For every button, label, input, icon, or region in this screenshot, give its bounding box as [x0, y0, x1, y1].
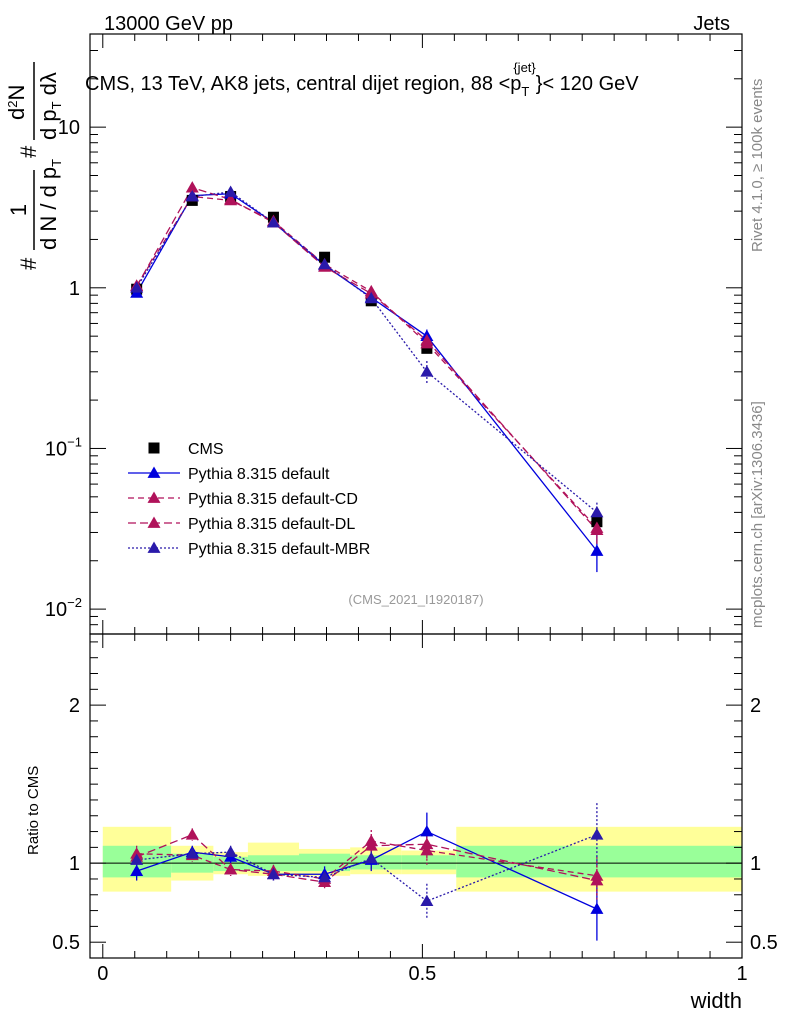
- ratio-point-dl: [420, 837, 434, 850]
- ratio-y-tick-label-right: 0.5: [750, 932, 778, 954]
- ratio-y-tick-label: 1: [69, 853, 80, 875]
- main-point-dl: [420, 333, 434, 346]
- main-line-dl: [136, 186, 598, 531]
- main-point-data: [319, 251, 331, 263]
- ratio-ylabel: Ratio to CMS: [25, 766, 42, 855]
- main-point-mbr: [420, 365, 434, 377]
- ratio-point-mbr: [185, 847, 199, 859]
- main-panel-content: [130, 181, 604, 573]
- y-tick-label: 10−1: [45, 434, 82, 460]
- ratio-y-tick-label-right: 2: [750, 695, 761, 717]
- header-left: 13000 GeV pp: [104, 13, 233, 35]
- ratio-y-tick-label-right: 1: [750, 853, 761, 875]
- legend-marker-data: [148, 442, 160, 454]
- y-tick-label: 10: [58, 117, 80, 139]
- ylabel-hash1: #: [16, 257, 41, 270]
- ratio-point-mbr: [266, 867, 280, 880]
- main-point-mbr: [364, 291, 378, 304]
- plot-title-main: CMS, 13 TeV, AK8 jets, central dijet reg…: [85, 73, 521, 95]
- plot-title-sup: {jet}: [513, 60, 536, 75]
- ratio-line-cd: [136, 840, 597, 880]
- main-point-dl: [590, 523, 604, 536]
- ratio-point-mbr: [420, 894, 434, 906]
- ratio-point-default: [590, 902, 604, 914]
- ratio-band-inner: [299, 853, 351, 872]
- ratio-line-dl: [136, 833, 598, 883]
- rivet-label: Rivet 4.1.0, ≥ 100k events: [749, 79, 766, 252]
- ratio-point-dl: [590, 874, 604, 886]
- main-point-mbr: [130, 281, 144, 293]
- ratio-point-cd: [420, 844, 434, 856]
- x-tick-label: 0.5: [408, 963, 436, 985]
- x-tick-label: 1: [736, 963, 747, 985]
- y-tick-label: 10−2: [45, 595, 82, 621]
- main-point-mbr: [224, 185, 238, 197]
- analysis-id: (CMS_2021_I1920187): [348, 592, 483, 607]
- ratio-band-inner: [401, 855, 457, 870]
- ratio-point-dl: [364, 839, 378, 851]
- main-point-dl: [185, 181, 199, 193]
- ratio-point-mbr: [364, 851, 378, 864]
- legend-marker-default: [147, 466, 161, 478]
- ratio-frame: [89, 633, 743, 959]
- ratio-point-mbr: [590, 828, 604, 840]
- y-tick-label: 1: [69, 278, 80, 300]
- main-point-dl: [224, 192, 238, 205]
- plot-title: CMS, 13 TeV, AK8 jets, central dijet reg…: [85, 60, 639, 99]
- ratio-point-dl: [224, 862, 238, 875]
- main-point-mbr: [318, 257, 332, 270]
- plot-title-sub: T: [521, 84, 529, 99]
- legend-label-data: CMS: [188, 441, 224, 458]
- ratio-point-default: [420, 825, 434, 837]
- ratio-point-dl: [185, 828, 199, 840]
- main-point-mbr: [185, 190, 199, 202]
- legend-label-default: Pythia 8.315 default: [188, 466, 330, 483]
- main-point-default: [590, 544, 604, 556]
- ratio-line-mbr: [136, 834, 598, 902]
- ratio-point-mbr: [130, 853, 144, 865]
- plot-title-tail: }< 120 GeV: [536, 73, 640, 95]
- legend-marker-cd: [147, 491, 161, 503]
- legend-marker-mbr: [147, 541, 161, 553]
- legend-label-mbr: Pythia 8.315 default-MBR: [188, 541, 370, 558]
- legend-marker-dl: [147, 516, 161, 528]
- ratio-point-mbr: [224, 845, 238, 857]
- main-point-mbr: [590, 505, 604, 518]
- ylabel-frac1-num: 1: [6, 204, 31, 216]
- x-axis-label: width: [690, 988, 742, 1013]
- ylabel-frac2-num: d2N: [4, 85, 29, 120]
- main-point-mbr: [266, 215, 280, 228]
- main-line-mbr: [136, 191, 598, 513]
- legend-label-dl: Pythia 8.315 default-DL: [188, 516, 355, 533]
- ylabel-frac2-den: d pT dλ: [36, 72, 64, 140]
- main-ylabel: # 1 d N / d pT # d2N d pT dλ: [4, 62, 64, 270]
- ylabel-hash2: #: [16, 145, 41, 158]
- mcplots-label: mcplots.cern.ch [arXiv:1306.3436]: [749, 401, 766, 628]
- ratio-line-default: [136, 830, 598, 910]
- legend: CMS Pythia 8.315 default Pythia 8.315 defa…: [128, 441, 370, 558]
- ratio-y-tick-label: 2: [69, 695, 80, 717]
- ratio-point-mbr: [318, 870, 332, 883]
- ylabel-frac1-den: d N / d pT: [36, 159, 64, 250]
- main-line-cd: [136, 195, 598, 529]
- ratio-point-default: [130, 864, 144, 876]
- ratio-panel-content: [130, 803, 604, 941]
- header-right: Jets: [693, 13, 730, 35]
- ratio-y-tick-label: 0.5: [52, 932, 80, 954]
- x-tick-label: 0: [97, 963, 108, 985]
- legend-label-cd: Pythia 8.315 default-CD: [188, 491, 358, 508]
